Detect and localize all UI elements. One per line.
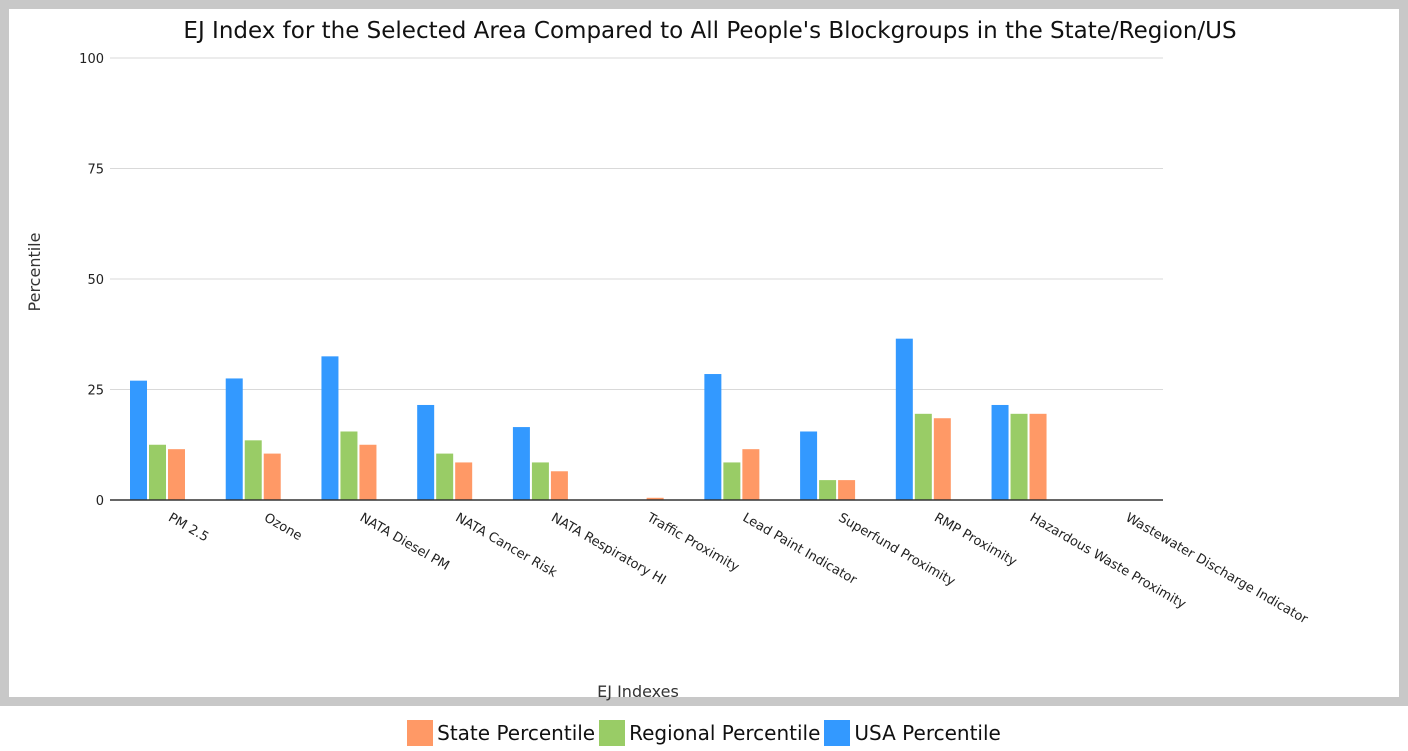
chart-frame [0,0,1408,706]
bar-regional-percentile [1010,413,1028,500]
y-axis-title: Percentile [25,233,44,312]
y-tick-label: 50 [87,273,104,288]
bar-state-percentile [742,449,760,500]
gridlines [110,57,1163,390]
bars [130,338,1047,500]
bar-regional-percentile [819,480,837,500]
bar-state-percentile [550,471,568,500]
x-category-label: RMP Proximity [931,510,1019,570]
bar-regional-percentile [914,413,932,500]
chart-title: EJ Index for the Selected Area Compared … [183,18,1236,44]
bar-usa-percentile [991,404,1009,500]
legend-swatch [599,720,626,746]
bar-usa-percentile [800,431,818,500]
legend-swatch [407,720,434,746]
legend-label: USA Percentile [854,721,1001,745]
bar-usa-percentile [225,378,243,500]
y-tick-label: 0 [96,494,104,509]
x-category-label: NATA Cancer Risk [453,510,560,580]
bar-regional-percentile [340,431,358,500]
y-tick-label: 25 [87,384,104,399]
legend-item[interactable]: State Percentile [407,720,595,746]
x-axis-title: EJ Indexes [597,682,679,701]
y-axis-ticks: 0 25 50 75 100 [79,52,104,509]
legend-label: State Percentile [437,721,596,745]
bar-state-percentile [646,497,664,500]
bar-usa-percentile [417,404,435,500]
x-category-label: Traffic Proximity [643,510,742,576]
bar-state-percentile [263,453,281,500]
legend-item[interactable]: USA Percentile [824,720,1001,746]
bar-state-percentile [1029,413,1047,500]
bar-usa-percentile [130,380,147,500]
chart-legend: State Percentile Regional Percentile USA P… [0,716,1408,750]
bar-state-percentile [933,418,951,500]
x-axis-categories: PM 2.5 Ozone NATA Diesel PM NATA Cancer Ris… [166,510,1311,628]
bar-state-percentile [168,449,185,500]
bar-usa-percentile [895,338,913,500]
bar-chart: EJ Index for the Selected Area Compared … [25,18,1311,701]
x-category-label: Wastewater Discharge Indicator [1123,510,1311,627]
y-tick-label: 100 [79,52,104,67]
bar-state-percentile [455,462,473,500]
x-category-label: Hazardous Waste Proximity [1027,510,1189,612]
y-tick-label: 75 [87,163,104,178]
legend-label: Regional Percentile [629,721,821,745]
bar-regional-percentile [723,462,741,500]
bar-state-percentile [838,480,856,500]
legend-item[interactable]: Regional Percentile [599,720,820,746]
bar-usa-percentile [704,374,722,500]
bar-state-percentile [359,444,377,500]
bar-regional-percentile [244,440,262,500]
bar-regional-percentile [436,453,454,500]
x-category-label: Ozone [261,510,304,544]
x-category-label: PM 2.5 [166,510,211,545]
bar-usa-percentile [321,356,339,500]
bar-regional-percentile [149,444,166,500]
bar-usa-percentile [512,427,530,500]
x-category-label: NATA Diesel PM [357,510,452,573]
bar-regional-percentile [531,462,549,500]
legend-swatch [824,720,851,746]
